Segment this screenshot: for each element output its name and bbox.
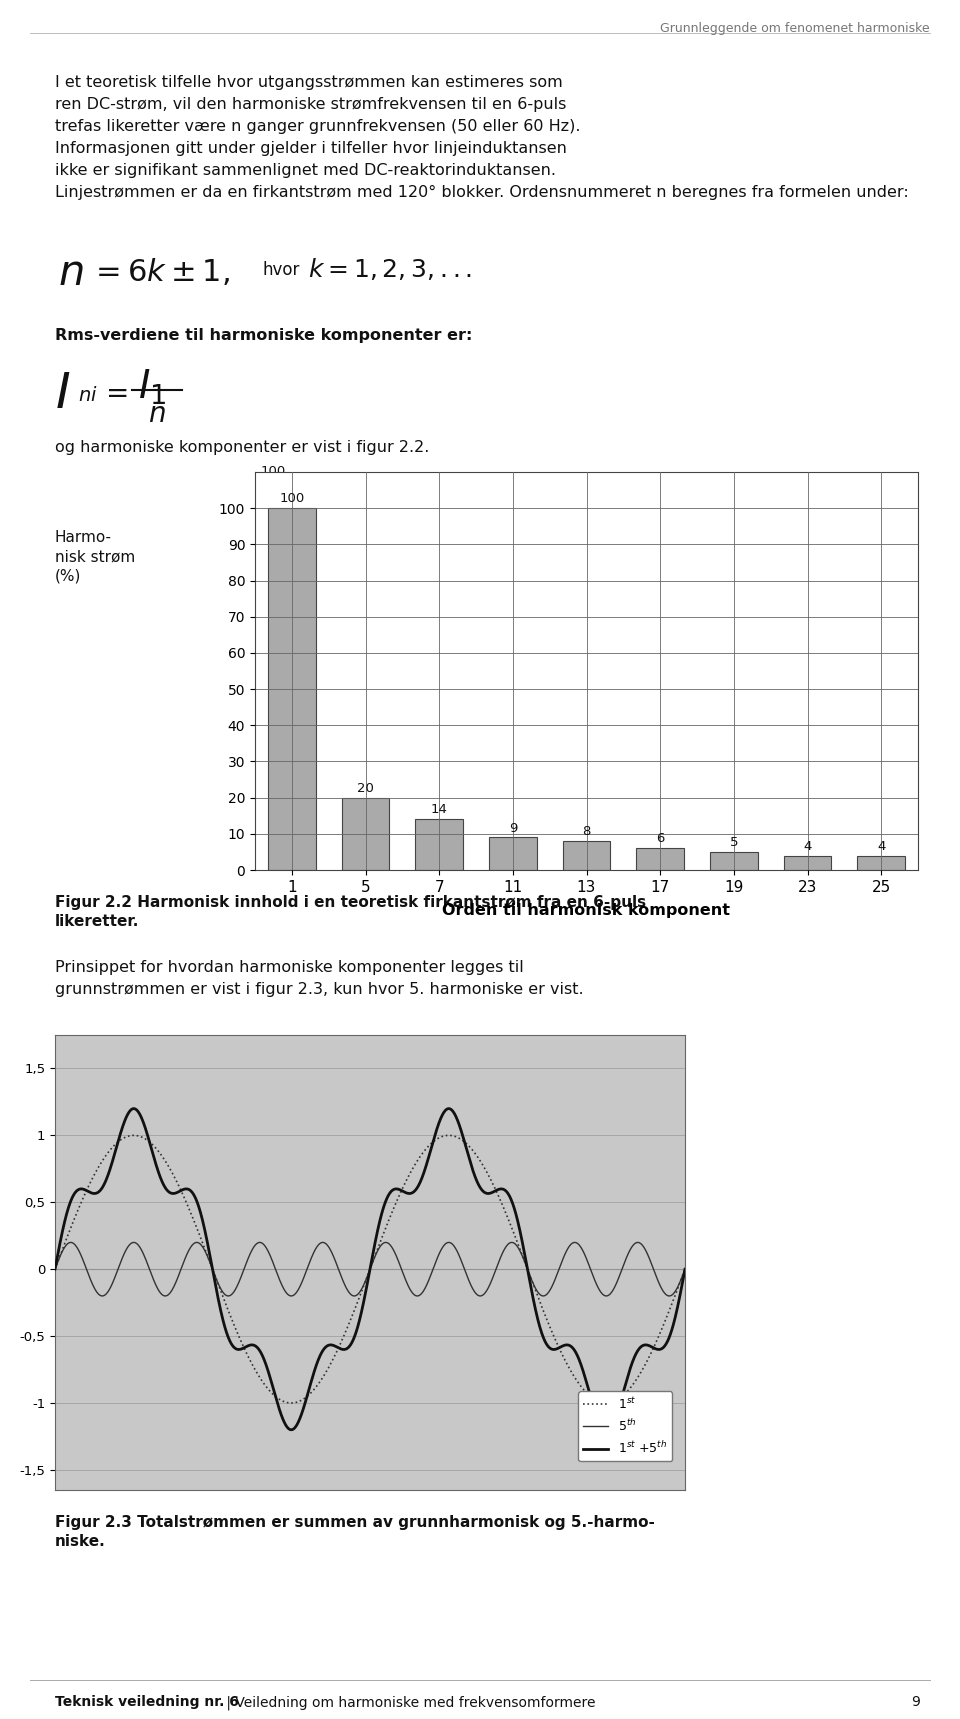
Text: 14: 14 [431, 803, 447, 817]
X-axis label: Orden til harmonisk komponent: Orden til harmonisk komponent [443, 902, 731, 918]
Text: Grunnleggende om fenomenet harmoniske: Grunnleggende om fenomenet harmoniske [660, 22, 930, 34]
Text: | Veiledning om harmoniske med frekvensomformere: | Veiledning om harmoniske med frekvenso… [222, 1695, 595, 1709]
Text: 5: 5 [730, 835, 738, 849]
Text: Prinsippet for hvordan harmoniske komponenter legges til: Prinsippet for hvordan harmoniske kompon… [55, 959, 524, 975]
5$^{th}$ [545, 1277, 557, 1298]
Text: 9: 9 [509, 822, 517, 834]
Text: Informasjonen gitt under gjelder i tilfeller hvor linjeinduktansen: Informasjonen gitt under gjelder i tilfe… [55, 141, 566, 156]
1$^{st}$ +5$^{th}$ [49, 1258, 60, 1279]
Text: ikke er signifikant sammenlignet med DC-reaktorinduktansen.: ikke er signifikant sammenlignet med DC-… [55, 163, 556, 179]
5$^{th}$ [65, 1233, 77, 1253]
Text: 20: 20 [357, 782, 374, 794]
Text: Teknisk veiledning nr. 6: Teknisk veiledning nr. 6 [55, 1695, 239, 1709]
Text: $= 6k \pm 1,$: $= 6k \pm 1,$ [90, 256, 230, 287]
Bar [783, 856, 831, 870]
1$^{st}$ +5$^{th}$ [680, 1258, 691, 1279]
5$^{th}$ [680, 1258, 691, 1279]
Text: (%): (%) [55, 567, 82, 583]
1$^{st}$ [680, 1258, 691, 1279]
1$^{st}$ [339, 1324, 350, 1344]
1$^{st}$ [600, 1392, 612, 1413]
Line: 5$^{th}$: 5$^{th}$ [55, 1243, 685, 1296]
1$^{st}$ [661, 1306, 673, 1327]
5$^{th}$ [356, 1279, 368, 1300]
1$^{st}$ [356, 1281, 368, 1301]
Text: $\mathit{n}$: $\mathit{n}$ [148, 401, 166, 428]
Text: hvor: hvor [263, 261, 300, 278]
Text: nisk strøm: nisk strøm [55, 548, 135, 564]
Text: Figur 2.3 Totalstrømmen er summen av grunnharmonisk og 5.-harmo-: Figur 2.3 Totalstrømmen er summen av gru… [55, 1514, 655, 1530]
Text: grunnstrømmen er vist i figur 2.3, kun hvor 5. harmoniske er vist.: grunnstrømmen er vist i figur 2.3, kun h… [55, 982, 584, 997]
1$^{st}$ +5$^{th}$ [661, 1331, 673, 1351]
Text: $\mathit{ni}$: $\mathit{ni}$ [78, 387, 98, 406]
1$^{st}$ +5$^{th}$ [128, 1098, 139, 1119]
Text: likeretter.: likeretter. [55, 915, 139, 928]
1$^{st}$ +5$^{th}$ [545, 1339, 557, 1360]
Text: 100: 100 [261, 466, 286, 478]
Line: 1$^{st}$ +5$^{th}$: 1$^{st}$ +5$^{th}$ [55, 1109, 685, 1430]
Text: Rms-verdiene til harmoniske komponenter er:: Rms-verdiene til harmoniske komponenter … [55, 328, 472, 344]
Text: ren DC-strøm, vil den harmoniske strømfrekvensen til en 6-puls: ren DC-strøm, vil den harmoniske strømfr… [55, 96, 566, 112]
Bar [636, 847, 684, 870]
5$^{th}$ [82, 1262, 93, 1282]
Text: $\mathit{I}_1$: $\mathit{I}_1$ [138, 368, 166, 407]
1$^{st}$ [661, 1305, 673, 1325]
Text: I et teoretisk tilfelle hvor utgangsstrømmen kan estimeres som: I et teoretisk tilfelle hvor utgangsstrø… [55, 76, 563, 89]
Bar [342, 798, 390, 870]
Text: $\boldsymbol{\mathit{n}}$: $\boldsymbol{\mathit{n}}$ [58, 253, 84, 294]
Text: 6: 6 [656, 832, 664, 846]
5$^{th}$ [661, 1286, 673, 1306]
1$^{st}$ +5$^{th}$ [600, 1420, 612, 1441]
1$^{st}$ [82, 1179, 93, 1200]
Text: 100: 100 [279, 492, 304, 505]
1$^{st}$ [128, 1124, 139, 1145]
Text: trefas likeretter være n ganger grunnfrekvensen (50 eller 60 Hz).: trefas likeretter være n ganger grunnfre… [55, 119, 581, 134]
5$^{th}$ [49, 1258, 60, 1279]
5$^{th}$ [661, 1284, 673, 1305]
Bar [268, 509, 316, 870]
Text: og harmoniske komponenter er vist i figur 2.2.: og harmoniske komponenter er vist i figu… [55, 440, 429, 456]
Legend: 1$^{st}$, 5$^{th}$, 1$^{st}$ +5$^{th}$: 1$^{st}$, 5$^{th}$, 1$^{st}$ +5$^{th}$ [578, 1391, 672, 1461]
Text: Figur 2.2 Harmonisk innhold i en teoretisk firkantstrøm fra en 6-puls: Figur 2.2 Harmonisk innhold i en teoreti… [55, 896, 646, 909]
Bar [857, 856, 905, 870]
Text: $\mathit{I}$: $\mathit{I}$ [55, 370, 70, 418]
Bar [709, 853, 757, 870]
Text: Linjestrømmen er da en firkantstrøm med 120° blokker. Ordensnummeret n beregnes : Linjestrømmen er da en firkantstrøm med … [55, 186, 909, 199]
Text: $=$: $=$ [100, 378, 128, 406]
1$^{st}$ +5$^{th}$ [339, 1339, 350, 1360]
5$^{th}$ [339, 1275, 350, 1296]
Bar [489, 837, 537, 870]
Text: 9: 9 [911, 1695, 920, 1709]
Text: Harmo-: Harmo- [55, 529, 112, 545]
5$^{th}$ [663, 1286, 675, 1306]
1$^{st}$ +5$^{th}$ [356, 1301, 368, 1322]
Text: 4: 4 [804, 839, 812, 853]
Text: 4: 4 [877, 839, 885, 853]
1$^{st}$ +5$^{th}$ [661, 1332, 673, 1353]
1$^{st}$ [545, 1320, 557, 1341]
Bar [563, 841, 611, 870]
Bar [416, 820, 463, 870]
Text: niske.: niske. [55, 1533, 106, 1549]
Text: $k = 1,2,3,...$: $k = 1,2,3,...$ [308, 256, 472, 282]
Text: 8: 8 [583, 825, 590, 839]
1$^{st}$ [49, 1258, 60, 1279]
1$^{st}$ +5$^{th}$ [82, 1181, 93, 1202]
Line: 1$^{st}$: 1$^{st}$ [55, 1135, 685, 1403]
